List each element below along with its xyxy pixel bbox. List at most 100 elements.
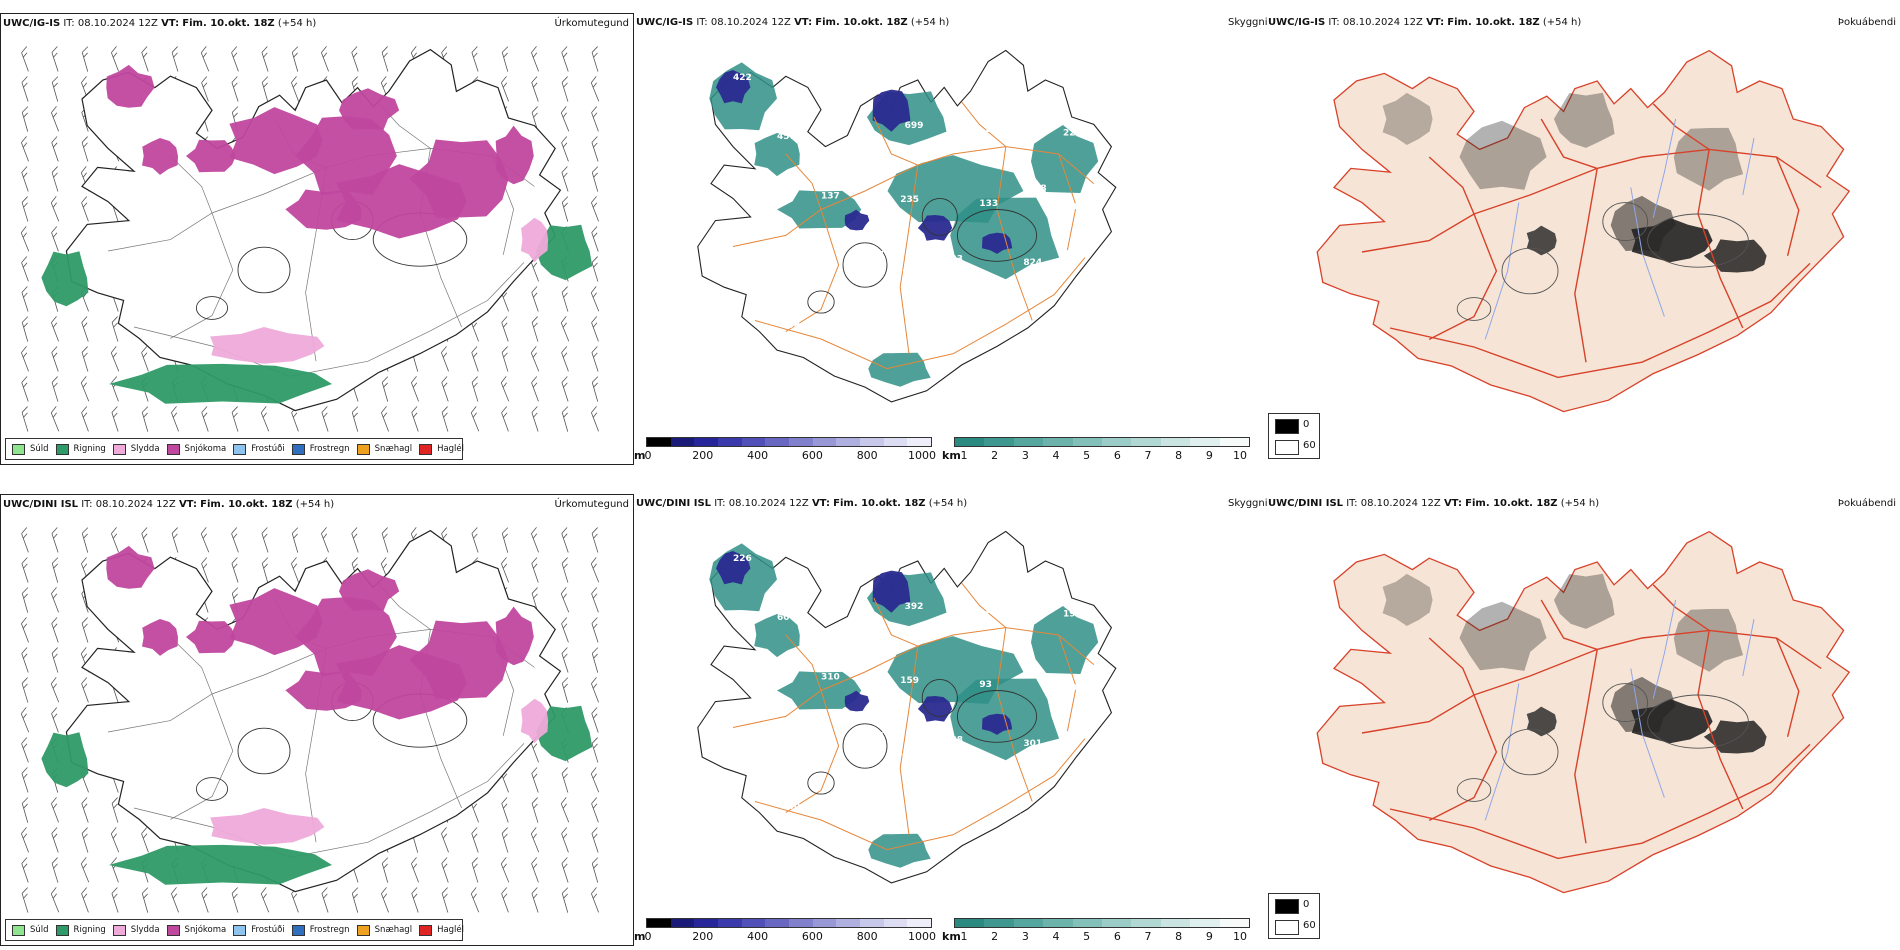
wind-barb bbox=[51, 587, 59, 613]
legend-item: Rigning bbox=[55, 443, 106, 455]
colorbar-segment bbox=[836, 919, 861, 927]
wind-barb bbox=[561, 166, 569, 192]
wind-barb bbox=[291, 557, 299, 583]
station-value: 422 bbox=[733, 73, 752, 83]
wind-barb bbox=[381, 857, 389, 883]
wind-barb bbox=[530, 346, 540, 372]
wind-barb bbox=[381, 376, 389, 402]
coastline bbox=[1316, 49, 1851, 413]
fog-index-area bbox=[1459, 601, 1547, 671]
fog-index-area bbox=[1382, 92, 1433, 145]
colorbar-segment bbox=[1072, 919, 1103, 927]
wind-barb bbox=[531, 406, 539, 432]
legend-label: Frostúði bbox=[251, 444, 285, 454]
road-line bbox=[1389, 743, 1811, 860]
wind-barb bbox=[591, 677, 599, 703]
rain-area bbox=[41, 251, 89, 307]
legend-item: Slydda bbox=[112, 924, 160, 936]
wind-barb bbox=[231, 46, 239, 72]
precip-legend: Súld Rigning Slydda Snjókoma Frostúði Frostre… bbox=[5, 919, 464, 941]
legend-swatch bbox=[419, 924, 433, 936]
wind-barb bbox=[561, 857, 569, 883]
fog-index-area bbox=[1553, 92, 1615, 148]
wind-barb bbox=[111, 46, 119, 72]
colorbar-segment bbox=[984, 919, 1014, 927]
snow-area bbox=[409, 620, 509, 699]
wind-barb bbox=[51, 136, 59, 162]
snow-area bbox=[495, 606, 534, 666]
river-line bbox=[1652, 599, 1677, 699]
colorbar-segment bbox=[647, 919, 671, 927]
station-value: 235 bbox=[900, 195, 919, 205]
fog-low-swatch bbox=[1275, 419, 1299, 434]
colorbar-segment bbox=[955, 919, 985, 927]
wind-barb bbox=[381, 527, 389, 553]
wind-barb bbox=[51, 226, 59, 252]
colorbar-segment bbox=[1190, 438, 1220, 446]
wind-barb bbox=[561, 346, 569, 372]
legend-label: Frostregn bbox=[309, 925, 350, 935]
wind-barb bbox=[500, 857, 510, 883]
station-value: 22 bbox=[988, 314, 1001, 324]
colorbar bbox=[954, 437, 1250, 447]
wind-barb bbox=[531, 46, 539, 72]
snow-area bbox=[142, 619, 178, 656]
wind-barb bbox=[21, 527, 29, 553]
glacier-outline bbox=[1456, 297, 1492, 321]
wind-barb bbox=[470, 406, 480, 432]
river-line bbox=[1742, 618, 1755, 677]
wind-barb bbox=[441, 406, 449, 432]
fog-low-swatch bbox=[1275, 899, 1299, 914]
colorbar-unit: km bbox=[942, 449, 961, 462]
colorbar-tick-label: 400 bbox=[747, 930, 769, 943]
rain-area bbox=[108, 844, 332, 885]
wind-barb bbox=[111, 406, 119, 432]
river-line bbox=[1630, 187, 1665, 317]
wind-barb bbox=[591, 647, 599, 673]
colorbar-tick-label: 800 bbox=[856, 449, 878, 462]
legend-swatch bbox=[166, 924, 180, 936]
colorbar-segment bbox=[1190, 919, 1220, 927]
colorbar-tick-label: 6 bbox=[1113, 930, 1121, 943]
wind-barb bbox=[381, 887, 389, 913]
wind-barb bbox=[21, 346, 29, 372]
glacier-outline bbox=[921, 678, 958, 717]
low-ceiling-area bbox=[872, 570, 911, 613]
colorbar-segment bbox=[1219, 919, 1250, 927]
wind-barb bbox=[81, 527, 89, 553]
cloud-map: 226 44 929 202 128 157 93 60 30 160 159 195 367 301 31… bbox=[697, 530, 1117, 884]
legend-item: Frostúði bbox=[233, 443, 285, 455]
wind-barb bbox=[81, 346, 89, 372]
colorbar-segment bbox=[741, 438, 766, 446]
wind-barb bbox=[591, 707, 599, 733]
station-value: 108 bbox=[825, 117, 844, 127]
wind-barb bbox=[51, 106, 59, 132]
fog-map bbox=[1316, 530, 1851, 894]
wind-barb bbox=[80, 857, 90, 883]
wind-barb bbox=[110, 827, 120, 853]
fog-index-area bbox=[1703, 720, 1767, 754]
wind-barb bbox=[21, 857, 29, 883]
fog-index-area bbox=[1673, 608, 1744, 672]
sleet-area bbox=[520, 217, 549, 263]
fog-high-label: 60 bbox=[1303, 920, 1316, 931]
wind-barb bbox=[21, 587, 29, 613]
legend-item: Slydda bbox=[112, 443, 160, 455]
colorbar-segment bbox=[984, 438, 1014, 446]
panel-title: UWC/DINI ISL IT: 08.10.2024 12Z VT: Fim.… bbox=[1268, 498, 1600, 509]
legend-swatch bbox=[291, 924, 305, 936]
colorbar-segment bbox=[1131, 919, 1161, 927]
wind-barb bbox=[51, 166, 59, 192]
legend-item: Snæhagl bbox=[356, 924, 412, 936]
glacier-outline bbox=[956, 690, 1038, 743]
precip-legend: Súld Rigning Slydda Snjókoma Frostúði Frostre… bbox=[5, 438, 464, 460]
road-line bbox=[1058, 153, 1077, 251]
river-line bbox=[1652, 118, 1677, 218]
wind-barb bbox=[590, 767, 600, 793]
wind-barb bbox=[561, 136, 569, 162]
wind-barb bbox=[470, 887, 480, 913]
colorbar-tick-label: 0 bbox=[644, 930, 652, 943]
wind-barb bbox=[471, 46, 479, 72]
wind-barb bbox=[261, 76, 269, 102]
station-value: 301 bbox=[1023, 739, 1042, 749]
